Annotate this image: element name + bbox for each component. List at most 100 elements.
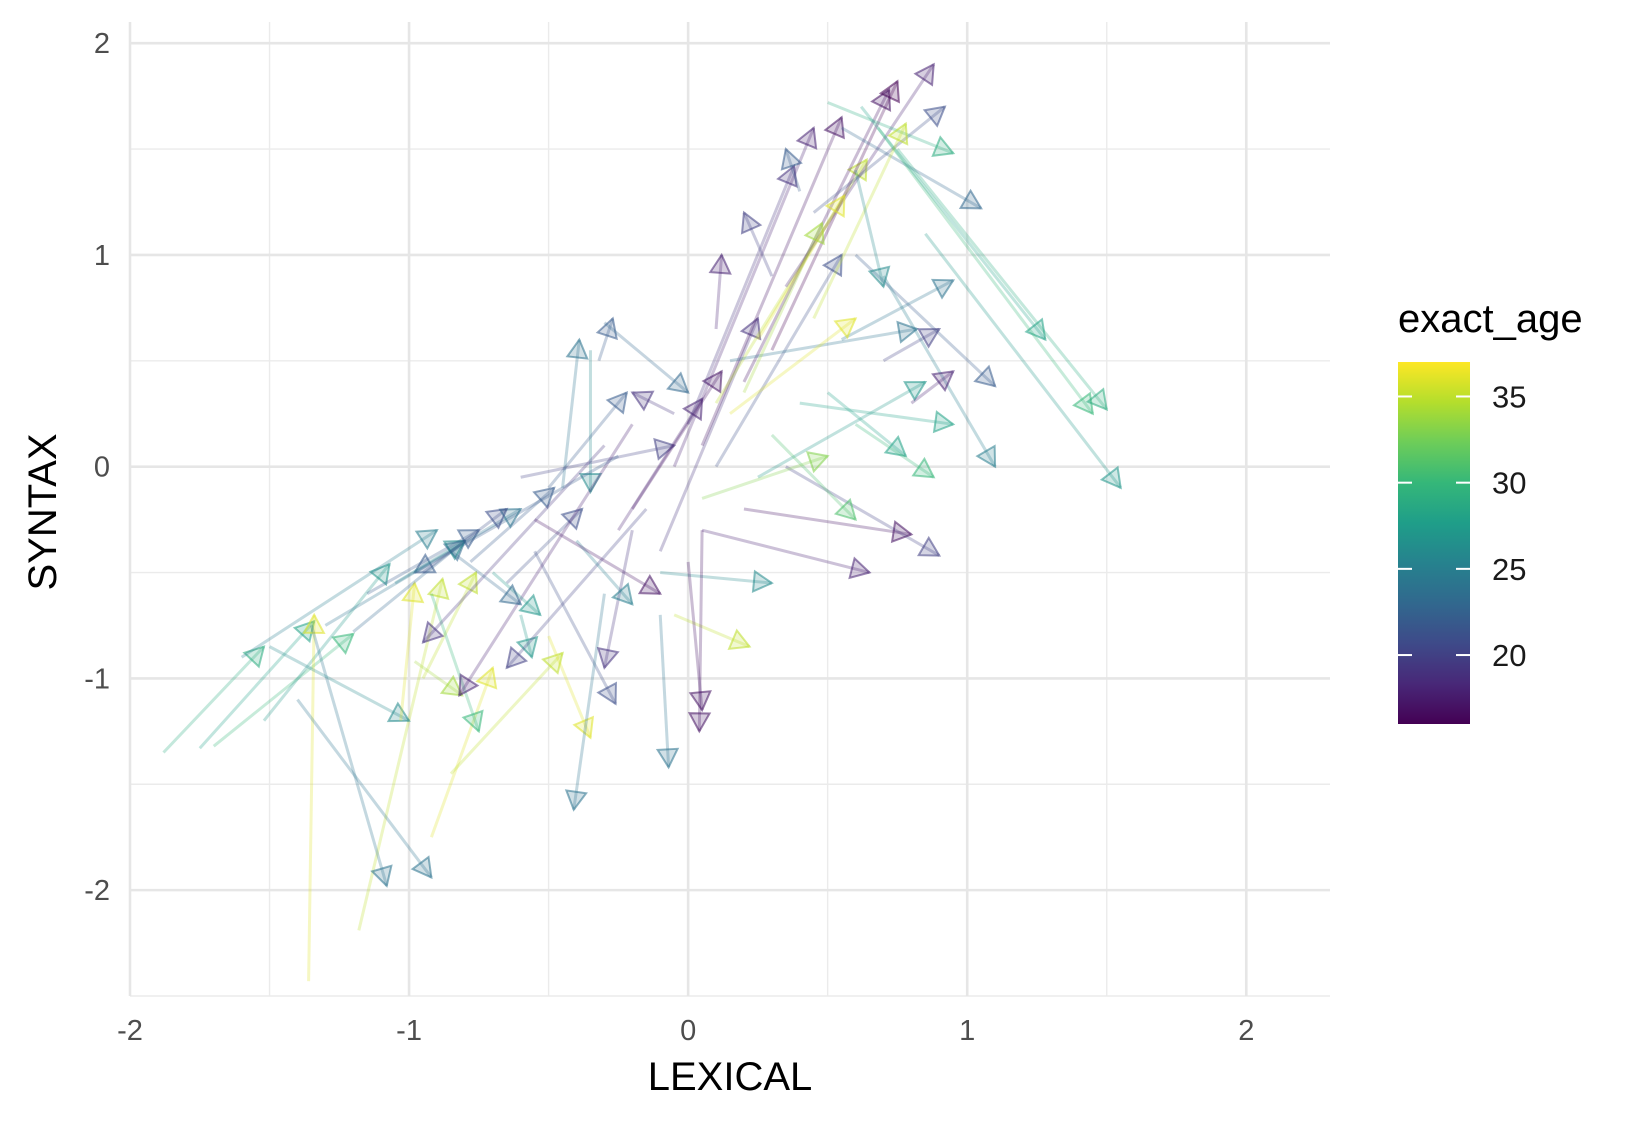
- arrow-head-84: [931, 370, 955, 393]
- arrow-segment-24: [595, 316, 618, 362]
- arrow-segment-80: [630, 390, 675, 416]
- arrow-segment-72: [729, 317, 858, 415]
- arrow-head-3: [368, 562, 391, 587]
- arrow-segment-61: [686, 164, 798, 425]
- arrow-head-64: [903, 380, 928, 402]
- arrow-segment-45: [882, 275, 997, 469]
- y-axis-ticks: -2 -1 0 1 2: [84, 28, 110, 907]
- y-tick-label-0: -2: [84, 875, 110, 907]
- arrow-segment-47: [799, 401, 956, 434]
- arrow-head-6: [410, 855, 433, 880]
- arrow-head-54: [688, 690, 712, 713]
- arrow-head-11: [457, 570, 478, 595]
- arrow-segment-2: [212, 632, 355, 748]
- arrow-segment-49: [743, 507, 914, 544]
- arrow-segment-3: [262, 562, 391, 722]
- arrow-head-46: [930, 278, 956, 300]
- arrow-segment-74: [756, 193, 846, 341]
- arrow-segment-44: [854, 253, 997, 388]
- arrow-segment-46: [840, 278, 956, 341]
- arrow-head-39: [958, 188, 983, 210]
- x-tick-label-4: 2: [1238, 1015, 1254, 1047]
- arrow-head-14: [541, 651, 564, 675]
- legend-tick-label-3: 35: [1492, 379, 1526, 414]
- arrow-segment-27: [520, 437, 677, 479]
- arrow-head-81: [883, 435, 908, 458]
- arrow-head-44: [973, 364, 997, 388]
- arrow-segment-54: [686, 561, 712, 713]
- arrow-head-82: [911, 456, 936, 479]
- arrow-segment-73: [742, 221, 825, 394]
- arrow-segment-20: [547, 635, 595, 740]
- arrow-segment-52: [673, 613, 752, 651]
- arrow-segment-62: [714, 253, 843, 468]
- arrow-segment-14: [449, 651, 564, 775]
- x-axis-title: LEXICAL: [648, 1055, 813, 1099]
- arrow-segment-88: [422, 507, 509, 574]
- arrow-head-31: [795, 125, 818, 150]
- arrow-head-9: [401, 581, 425, 604]
- arrow-head-29: [701, 369, 723, 394]
- arrow-head-37: [922, 105, 947, 128]
- arrow-segment-43: [924, 232, 1122, 490]
- arrow-segment-83: [882, 327, 942, 363]
- y-tick-label-1: -1: [84, 663, 110, 695]
- arrow-head-13: [475, 665, 498, 690]
- arrow-segment-35: [770, 79, 901, 351]
- arrow-segment-75: [812, 121, 909, 320]
- arrow-head-69: [498, 583, 523, 606]
- arrow-head-20: [572, 715, 595, 740]
- arrow-segment-48: [785, 465, 942, 557]
- arrow-segment-51: [660, 569, 774, 593]
- arrow-segment-55: [655, 614, 680, 770]
- arrow-segment-77: [780, 147, 803, 192]
- arrow-segment-78: [854, 169, 891, 289]
- arrow-head-62: [821, 253, 843, 278]
- arrow-head-17: [560, 507, 584, 531]
- arrow-segment-39: [840, 126, 983, 210]
- arrow-segment-37: [812, 105, 947, 214]
- y-tick-label-2: 0: [94, 452, 110, 484]
- arrow-segment-15: [429, 593, 484, 734]
- arrow-segment-53: [687, 530, 712, 734]
- arrow-head-28: [682, 397, 704, 422]
- arrow-head-56: [596, 646, 620, 670]
- x-tick-label-3: 1: [959, 1015, 975, 1047]
- arrow-segment-1: [198, 619, 316, 750]
- arrow-segment-79: [708, 252, 732, 330]
- arrow-segment-22: [561, 337, 589, 488]
- arrow-segment-66: [575, 539, 634, 606]
- arrow-segment-8: [268, 645, 411, 723]
- arrow-segment-10: [413, 660, 464, 697]
- arrow-head-73: [803, 221, 825, 246]
- arrow-head-70: [637, 573, 663, 595]
- arrow-segment-84: [910, 370, 955, 405]
- arrow-head-30: [739, 316, 762, 341]
- arrow-head-43: [1099, 465, 1122, 490]
- arrow-head-24: [595, 316, 618, 341]
- arrow-segment-29: [631, 369, 723, 510]
- arrow-head-66: [610, 582, 634, 606]
- arrow-segment-58: [421, 444, 606, 644]
- legend-colorbar: [1398, 362, 1470, 724]
- arrow-head-68: [442, 539, 467, 561]
- arrow-head-67: [518, 593, 542, 617]
- arrow-segments: [162, 62, 1122, 982]
- arrow-segment-65: [770, 433, 858, 522]
- arrow-head-88: [484, 507, 509, 530]
- arrow-head-83: [917, 328, 942, 349]
- arrow-segment-40: [859, 105, 1047, 342]
- arrow-segment-57: [505, 508, 648, 670]
- arrow-segment-38: [827, 101, 956, 157]
- arrow-segment-18: [515, 614, 539, 660]
- arrow-head-71: [805, 451, 830, 474]
- x-tick-label-1: -1: [396, 1015, 422, 1047]
- arrow-head-78: [867, 265, 891, 289]
- arrow-head-35: [878, 79, 901, 104]
- arrow-segment-23: [578, 350, 603, 495]
- arrow-head-53: [687, 712, 712, 734]
- arrow-head-75: [887, 121, 909, 146]
- arrow-head-16: [532, 486, 556, 510]
- arrow-head-80: [630, 390, 655, 412]
- arrow-segment-13: [429, 665, 498, 838]
